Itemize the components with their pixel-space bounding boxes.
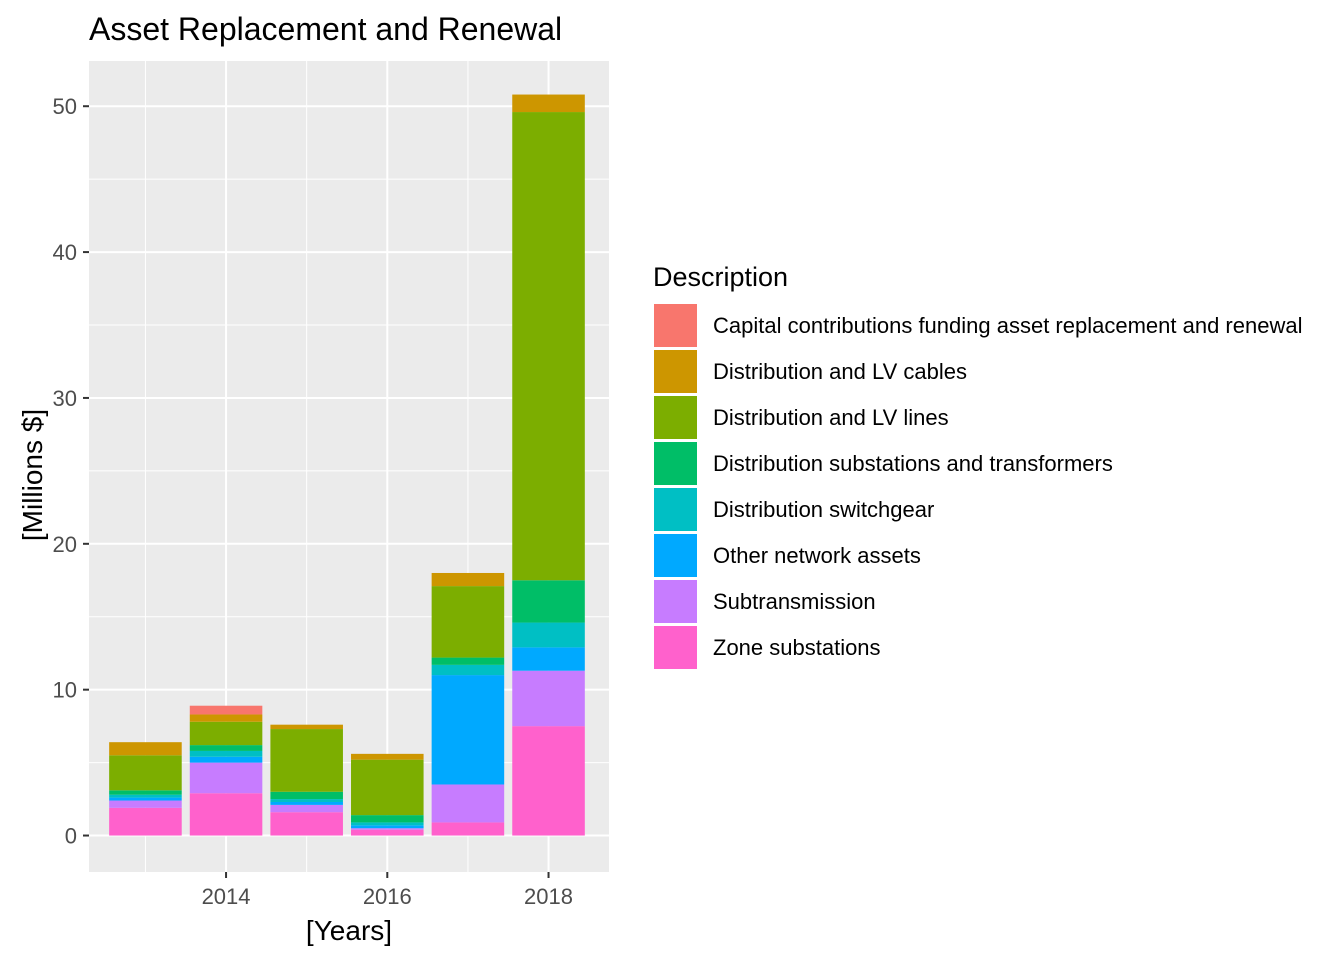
legend-label: Subtransmission <box>713 589 876 614</box>
bar-segment <box>109 797 182 801</box>
axes: 2014 2016 2018 0 10 20 30 40 50 <box>53 94 573 909</box>
bar-segment <box>512 112 585 581</box>
bar-segment <box>351 815 424 823</box>
bar-segment <box>512 670 585 727</box>
y-tick-label: 0 <box>65 824 77 849</box>
bar-segment <box>109 755 182 791</box>
bar-segment <box>270 724 343 730</box>
bar-segment <box>270 799 343 802</box>
y-axis-title: [Millions $] <box>17 409 48 541</box>
bar-segment <box>189 721 263 746</box>
y-tick-label: 10 <box>53 678 77 703</box>
bar-segment <box>270 804 343 813</box>
bar-segment <box>512 94 585 113</box>
bar-segment <box>270 729 343 792</box>
x-axis-title: [Years] <box>306 915 392 946</box>
bar-segment <box>431 675 505 785</box>
bar-segment <box>512 622 585 648</box>
bar-segment <box>189 762 263 794</box>
bar-segment <box>351 753 424 760</box>
bar-segment <box>109 742 182 756</box>
bar-segment <box>431 572 505 587</box>
legend-label: Capital contributions funding asset repl… <box>713 313 1302 338</box>
legend-title: Description <box>653 262 788 292</box>
bar-segment <box>431 586 505 658</box>
bar-segment <box>431 822 505 836</box>
bar-segment <box>270 801 343 805</box>
legend-key <box>654 304 697 347</box>
legend-label: Zone substations <box>713 635 881 660</box>
legend-key <box>654 534 697 577</box>
bar-segment <box>189 756 263 763</box>
x-tick-label: 2014 <box>202 884 251 909</box>
legend-key <box>654 488 697 531</box>
x-tick-label: 2016 <box>363 884 412 909</box>
y-tick-label: 30 <box>53 386 77 411</box>
bar-segment <box>189 793 263 836</box>
bar-segment <box>189 745 263 751</box>
legend-label: Distribution and LV cables <box>713 359 967 384</box>
bar-segment <box>512 726 585 836</box>
bar-segment <box>431 784 505 823</box>
bar-segment <box>351 825 424 829</box>
legend-label: Distribution and LV lines <box>713 405 949 430</box>
bar-segment <box>270 791 343 800</box>
bar-segment <box>431 657 505 665</box>
legend-key <box>654 396 697 439</box>
bar-segment <box>109 800 182 808</box>
legend-label: Distribution switchgear <box>713 497 934 522</box>
bars <box>109 94 585 836</box>
bar-segment <box>351 828 424 830</box>
legend-key <box>654 350 697 393</box>
y-tick-label: 20 <box>53 532 77 557</box>
bar-segment <box>512 580 585 623</box>
chart-title: Asset Replacement and Renewal <box>89 11 562 47</box>
y-tick-label: 40 <box>53 240 77 265</box>
bar-segment <box>189 705 263 715</box>
legend-label: Other network assets <box>713 543 921 568</box>
bar-segment <box>109 794 182 798</box>
bar-segment <box>109 807 182 836</box>
bar-segment <box>351 822 424 826</box>
legend-key <box>654 626 697 669</box>
legend-key <box>654 442 697 485</box>
legend: Description Capital contributions fundin… <box>653 262 1302 669</box>
y-tick-label: 50 <box>53 94 77 119</box>
legend-label: Distribution substations and transformer… <box>713 451 1113 476</box>
bar-segment <box>270 812 343 836</box>
bar-segment <box>351 829 424 836</box>
x-tick-label: 2018 <box>524 884 573 909</box>
bar-segment <box>189 750 263 757</box>
bar-segment <box>351 759 424 816</box>
bar-segment <box>109 790 182 795</box>
bar-segment <box>512 647 585 671</box>
bar-segment <box>431 664 505 676</box>
bar-segment <box>189 714 263 722</box>
legend-key <box>654 580 697 623</box>
